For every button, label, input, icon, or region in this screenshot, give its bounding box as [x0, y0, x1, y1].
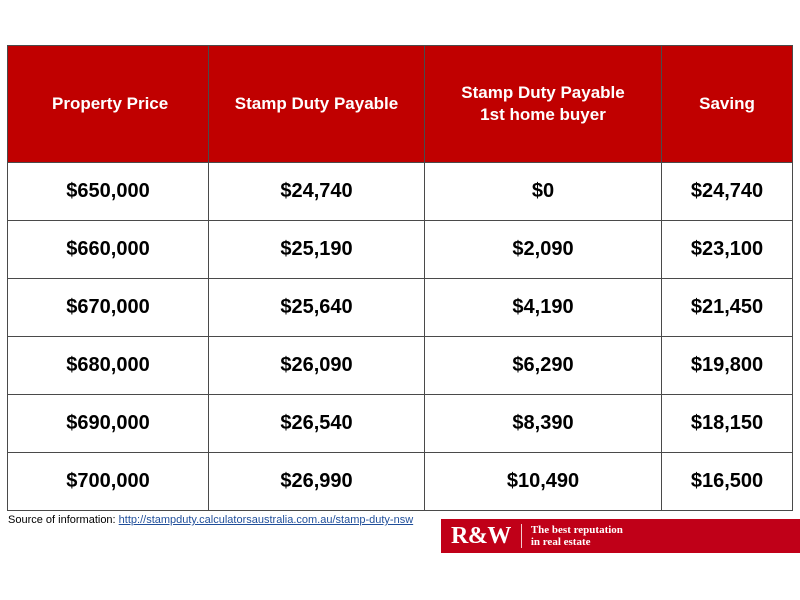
table-row: $690,000 $26,540 $8,390 $18,150	[7, 394, 793, 453]
cell-saving: $21,450	[661, 278, 793, 337]
table-row: $670,000 $25,640 $4,190 $21,450	[7, 278, 793, 337]
stamp-duty-table: Property Price Stamp Duty Payable Stamp …	[7, 45, 793, 511]
header-first-home-buyer-label-line2: 1st home buyer	[480, 105, 606, 124]
cell-stamp-duty: $25,190	[208, 220, 425, 279]
cell-first-home-duty: $8,390	[424, 394, 662, 453]
cell-stamp-duty: $25,640	[208, 278, 425, 337]
cell-saving: $16,500	[661, 452, 793, 511]
cell-stamp-duty: $26,540	[208, 394, 425, 453]
cell-first-home-duty: $2,090	[424, 220, 662, 279]
cell-saving: $19,800	[661, 336, 793, 395]
cell-property-price: $670,000	[7, 278, 209, 337]
header-first-home-buyer: Stamp Duty Payable 1st home buyer	[424, 45, 662, 163]
cell-stamp-duty: $24,740	[208, 162, 425, 221]
header-property-price-label: Property Price	[52, 94, 169, 113]
cell-property-price: $650,000	[7, 162, 209, 221]
cell-saving: $18,150	[661, 394, 793, 453]
source-link[interactable]: http://stampduty.calculatorsaustralia.co…	[118, 514, 414, 526]
header-first-home-buyer-label-line1: Stamp Duty Payable	[461, 83, 625, 102]
cell-first-home-duty: $4,190	[424, 278, 662, 337]
cell-property-price: $700,000	[7, 452, 209, 511]
cell-first-home-duty: $10,490	[424, 452, 662, 511]
cell-stamp-duty: $26,090	[208, 336, 425, 395]
cell-saving: $23,100	[661, 220, 793, 279]
header-saving-label: Saving	[699, 94, 755, 113]
brand-banner: R&W The best reputation in real estate	[441, 519, 800, 553]
cell-property-price: $660,000	[7, 220, 209, 279]
header-stamp-duty-payable-label: Stamp Duty Payable	[234, 94, 399, 113]
cell-first-home-duty: $0	[424, 162, 662, 221]
brand-logo: R&W	[441, 523, 522, 549]
cell-first-home-duty: $6,290	[424, 336, 662, 395]
source-note: Source of information: http://stampduty.…	[8, 514, 413, 526]
brand-tagline-line2: in real estate	[530, 536, 591, 548]
cell-saving: $24,740	[661, 162, 793, 221]
table-row: $680,000 $26,090 $6,290 $19,800	[7, 336, 793, 395]
source-label: Source of information:	[8, 514, 119, 526]
brand-tagline: The best reputation in real estate	[522, 524, 623, 548]
brand-tagline-line1: The best reputation	[530, 524, 623, 536]
table-row: $700,000 $26,990 $10,490 $16,500	[7, 452, 793, 511]
header-property-price: Property Price	[7, 45, 209, 163]
header-saving: Saving	[661, 45, 793, 163]
header-stamp-duty-payable: Stamp Duty Payable	[208, 45, 425, 163]
table-header-row: Property Price Stamp Duty Payable Stamp …	[7, 45, 793, 163]
table-row: $650,000 $24,740 $0 $24,740	[7, 162, 793, 221]
cell-property-price: $690,000	[7, 394, 209, 453]
table-row: $660,000 $25,190 $2,090 $23,100	[7, 220, 793, 279]
cell-property-price: $680,000	[7, 336, 209, 395]
cell-stamp-duty: $26,990	[208, 452, 425, 511]
